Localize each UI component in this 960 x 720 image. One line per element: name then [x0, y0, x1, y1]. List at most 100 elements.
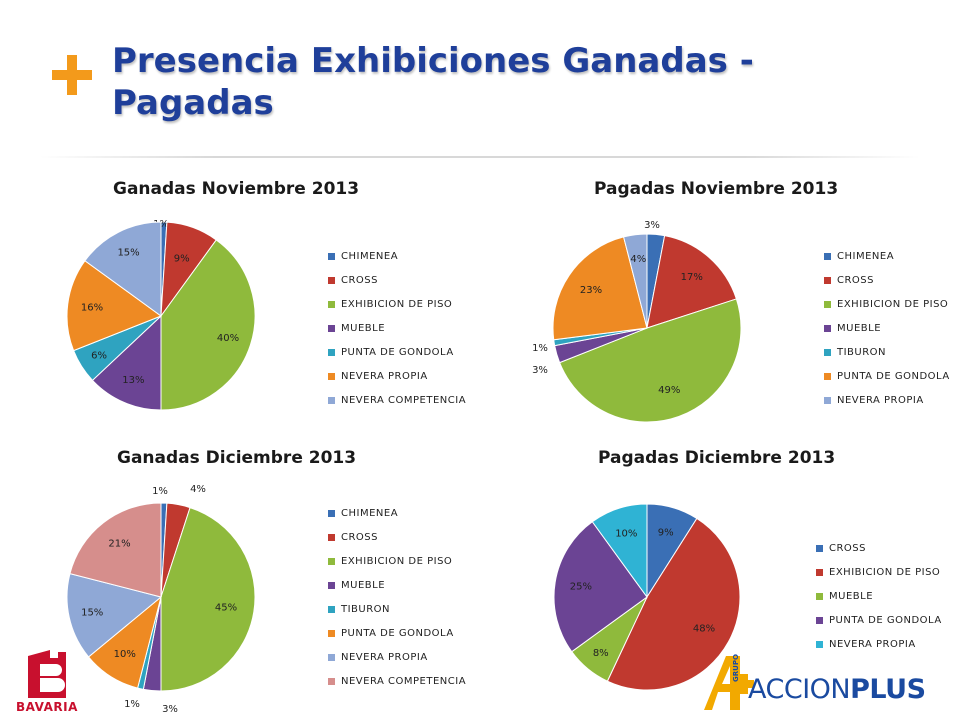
legend-item-mueble: MUEBLE	[824, 316, 950, 340]
legend-item-tiburon: TIBURON	[824, 340, 950, 364]
legend-label: MUEBLE	[341, 322, 386, 334]
legend-item-nevera-propia: NEVERA PROPIA	[328, 645, 466, 669]
slice-label-nevera-competencia: 21%	[108, 539, 130, 550]
legend-swatch	[328, 300, 335, 308]
pie-svg: 1% 4% 45% 3% 1% 10% 15% 21%	[66, 484, 256, 715]
slice-label-nevera-propia: 4%	[630, 254, 646, 265]
legend-label: NEVERA PROPIA	[341, 370, 428, 382]
legend-swatch	[816, 568, 823, 576]
legend-swatch	[816, 592, 823, 600]
legend-item-chimenea: CHIMENEA	[328, 501, 466, 525]
legend-item-mueble: MUEBLE	[328, 316, 466, 340]
title-divider	[40, 156, 920, 158]
slice-label-cross: 4%	[190, 484, 206, 495]
accionplus-wordmark: ACCIONPLUS	[748, 674, 926, 705]
legend-label: MUEBLE	[829, 590, 874, 602]
chart-legend: CHIMENEA CROSS EXHIBICION DE PISO MUEBLE PUN…	[328, 244, 466, 412]
legend-item-punta-de-gondola: PUNTA DE GONDOLA	[824, 364, 950, 388]
pie-slice-cross	[646, 235, 738, 329]
plus-icon	[52, 55, 92, 95]
legend-swatch	[328, 533, 335, 541]
legend-item-nevera-propia: NEVERA PROPIA	[816, 632, 942, 656]
legend-label: NEVERA COMPETENCIA	[341, 675, 467, 687]
legend-item-nevera-propia: NEVERA PROPIA	[824, 388, 950, 412]
legend-swatch	[328, 581, 335, 589]
legend-swatch	[824, 276, 831, 284]
legend-label: MUEBLE	[837, 322, 882, 334]
slide-title-line1: Presencia Exhibiciones Ganadas -	[112, 41, 754, 81]
slice-label-cross: 9%	[658, 528, 674, 539]
slice-label-nevera-propia: 10%	[615, 528, 637, 539]
bavaria-logo: BAVARIA	[10, 648, 100, 718]
legend-label: PUNTA DE GONDOLA	[829, 614, 942, 626]
legend-swatch	[816, 544, 823, 552]
pie-svg: 1%9%40%13%6%16%15%	[66, 219, 256, 411]
legend-item-cross: CROSS	[824, 268, 950, 292]
legend-label: CROSS	[837, 274, 874, 286]
slice-label-tiburon: 1%	[124, 699, 140, 710]
legend-swatch	[328, 372, 335, 380]
accionplus-emblem-icon	[704, 656, 754, 710]
slice-label-punta-de-gondola: 6%	[91, 350, 107, 361]
legend-label: CHIMENEA	[341, 250, 399, 262]
legend-item-tiburon: TIBURON	[328, 597, 466, 621]
slice-label-chimenea: 3%	[644, 220, 660, 231]
slice-label-mueble: 13%	[122, 375, 144, 386]
slice-label-mueble: 8%	[593, 648, 609, 659]
legend-swatch	[328, 557, 335, 565]
legend-swatch	[328, 629, 335, 637]
legend-label: EXHIBICION DE PISO	[341, 298, 453, 310]
legend-swatch	[824, 324, 831, 332]
legend-item-chimenea: CHIMENEA	[328, 244, 466, 268]
slide-title: Presencia Exhibiciones Ganadas - Pagadas	[112, 40, 812, 124]
legend-label: NEVERA PROPIA	[341, 651, 428, 663]
slice-label-punta-de-gondola: 25%	[570, 582, 592, 593]
legend-label: EXHIBICION DE PISO	[341, 555, 453, 567]
legend-item-mueble: MUEBLE	[328, 573, 466, 597]
slice-label-punta-de-gondola: 23%	[580, 285, 602, 296]
chart-pagadas-noviembre: Pagadas Noviembre 2013 3% 17% 49% 3% 1% 23% 4%…	[480, 170, 960, 440]
chart-legend: CHIMENEA CROSS EXHIBICION DE PISO MUEBLE TIB…	[824, 244, 950, 412]
slice-label-nevera-propia: 15%	[81, 607, 103, 618]
legend-item-nevera-competencia: NEVERA COMPETENCIA	[328, 388, 466, 412]
legend-item-exhibicion-de-piso: EXHIBICION DE PISO	[816, 560, 942, 584]
pie-slice-nevera-propia	[591, 503, 648, 599]
pie-slice-exhibicion-de-piso	[160, 506, 256, 692]
pie-slice-nevera-propia	[66, 260, 163, 352]
slice-label-punta-de-gondola: 10%	[114, 649, 136, 660]
chart-ganadas-diciembre: Ganadas Diciembre 2013 1% 4% 45% 3% 1% 10% 15%…	[0, 438, 480, 720]
legend-label: NEVERA PROPIA	[837, 394, 924, 406]
legend-swatch	[816, 640, 823, 648]
bavaria-wordmark: BAVARIA	[16, 700, 78, 714]
legend-swatch	[328, 677, 335, 685]
pie-slice-nevera-competencia	[84, 221, 162, 317]
pie-slice-nevera-propia	[623, 233, 648, 329]
legend-swatch	[816, 616, 823, 624]
pie-slice-nevera-competencia	[69, 502, 162, 598]
chart-ganadas-noviembre: Ganadas Noviembre 2013 1%9%40%13%6%16%15…	[0, 170, 480, 440]
legend-label: NEVERA COMPETENCIA	[341, 394, 467, 406]
pie-slice-exhibicion-de-piso	[160, 239, 256, 411]
slice-label-nevera-propia: 16%	[81, 302, 103, 313]
legend-item-mueble: MUEBLE	[816, 584, 942, 608]
slice-label-tiburon: 1%	[532, 343, 548, 354]
legend-swatch	[328, 605, 335, 613]
legend-swatch	[824, 396, 831, 404]
legend-item-exhibicion-de-piso: EXHIBICION DE PISO	[328, 549, 466, 573]
legend-item-punta-de-gondola: PUNTA DE GONDOLA	[328, 340, 466, 364]
legend-label: NEVERA PROPIA	[829, 638, 916, 650]
pie-slice-nevera-propia	[66, 573, 163, 658]
chart-title: Pagadas Diciembre 2013	[598, 448, 836, 468]
pie-slice-exhibicion-de-piso	[558, 298, 742, 423]
slice-label-chimenea: 1%	[152, 486, 168, 497]
chart-title: Ganadas Noviembre 2013	[113, 179, 360, 199]
legend-swatch	[824, 372, 831, 380]
chart-pagadas-diciembre: Pagadas Diciembre 2013 9% 48% 8% 25% 10% CRO…	[480, 438, 960, 720]
legend-label: CHIMENEA	[837, 250, 895, 262]
pie-slice-punta-de-gondola	[552, 236, 648, 341]
legend-swatch	[328, 252, 335, 260]
legend-item-cross: CROSS	[328, 525, 466, 549]
legend-label: CROSS	[829, 542, 866, 554]
grupo-label: GRUPO	[732, 654, 740, 682]
slice-label-cross: 17%	[681, 272, 703, 283]
